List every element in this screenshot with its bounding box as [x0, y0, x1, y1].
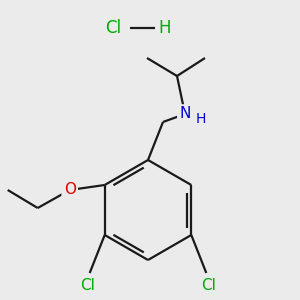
Text: Cl: Cl: [201, 278, 216, 292]
Text: O: O: [64, 182, 76, 197]
Text: Cl: Cl: [80, 278, 95, 292]
Text: N: N: [179, 106, 191, 122]
Text: H: H: [159, 19, 171, 37]
Text: H: H: [196, 112, 206, 126]
Text: Cl: Cl: [105, 19, 121, 37]
